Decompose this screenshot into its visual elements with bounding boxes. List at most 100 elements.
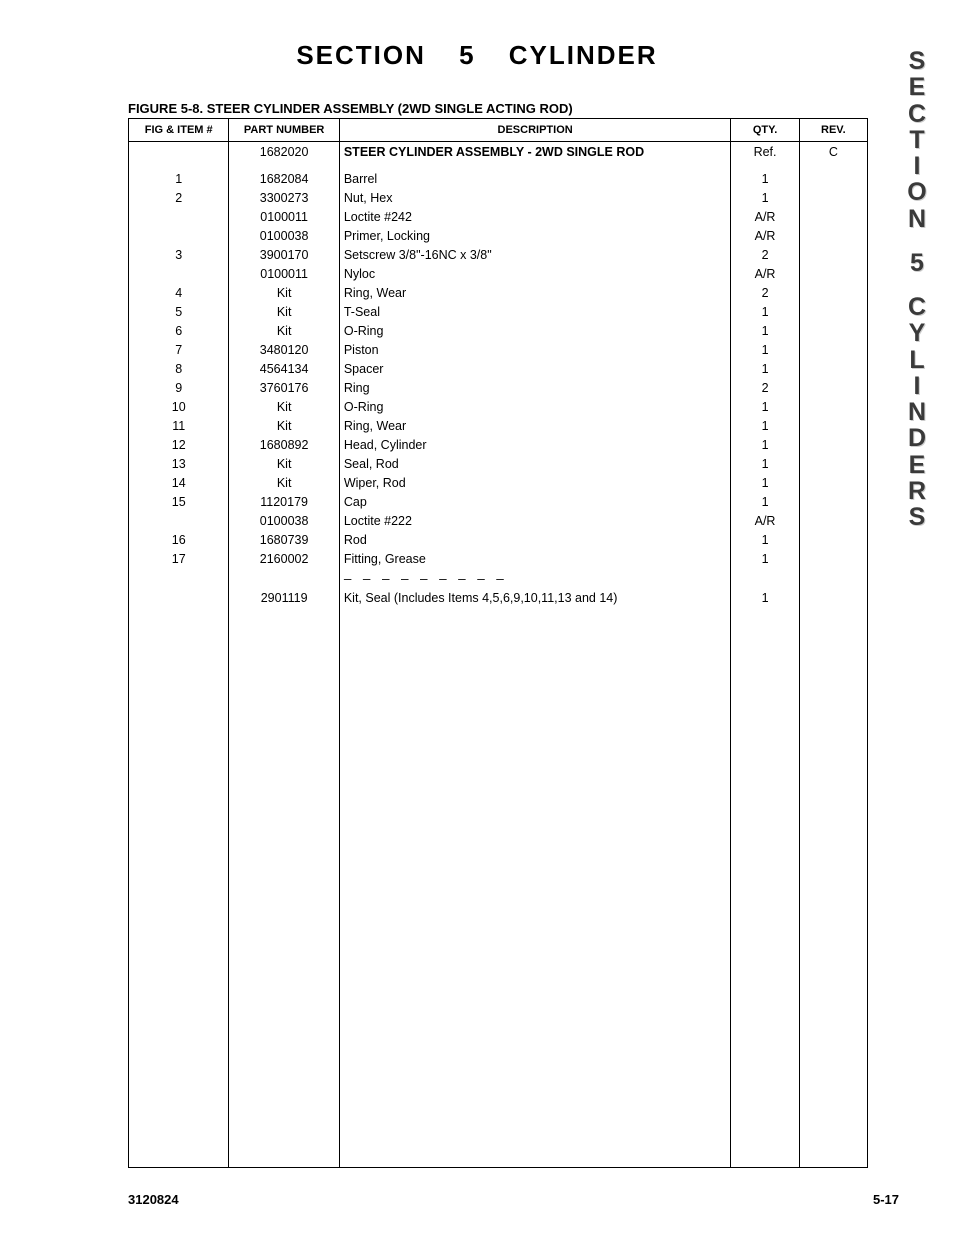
table-row (129, 161, 868, 169)
table-row: 1682020STEER CYLINDER ASSEMBLY - 2WD SIN… (129, 142, 868, 162)
cell-rev (799, 454, 867, 473)
cell-rev (799, 378, 867, 397)
cell-desc: Cap (339, 492, 731, 511)
cell-fig: 6 (129, 321, 229, 340)
cell-desc: Spacer (339, 359, 731, 378)
cell-desc: Fitting, Grease (339, 549, 731, 568)
cell-fig (129, 142, 229, 162)
cell-fig: 5 (129, 302, 229, 321)
cell-rev (799, 169, 867, 188)
cell-part: 3300273 (229, 188, 339, 207)
cell-desc: Head, Cylinder (339, 435, 731, 454)
cell-qty: 1 (731, 435, 799, 454)
page-footer: 3120824 5-17 (128, 1192, 899, 1207)
cell-fig: 17 (129, 549, 229, 568)
cell-qty: 1 (731, 530, 799, 549)
cell-fig: 13 (129, 454, 229, 473)
cell-desc: Wiper, Rod (339, 473, 731, 492)
cell-desc: Setscrew 3/8"-16NC x 3/8" (339, 245, 731, 264)
cell-desc: O-Ring (339, 397, 731, 416)
cell-fig (129, 226, 229, 245)
table-row: 11KitRing, Wear1 (129, 416, 868, 435)
table-row: 0100038Primer, LockingA/R (129, 226, 868, 245)
cell-qty: 1 (731, 454, 799, 473)
cell-fig (129, 568, 229, 588)
table-row: 10KitO-Ring1 (129, 397, 868, 416)
cell-fig (129, 207, 229, 226)
cell-rev (799, 302, 867, 321)
cell-qty: 2 (731, 283, 799, 302)
cell-qty: 1 (731, 549, 799, 568)
cell-part: 0100038 (229, 511, 339, 530)
table-row: 0100011Loctite #242A/R (129, 207, 868, 226)
cell-part: 1120179 (229, 492, 339, 511)
table-filler-row (129, 607, 868, 1167)
cell-fig: 8 (129, 359, 229, 378)
cell-rev (799, 321, 867, 340)
side-tab-number: 5 (894, 250, 940, 276)
cell-qty: 2 (731, 245, 799, 264)
col-header-desc: DESCRIPTION (339, 119, 731, 142)
cell-part: 1680892 (229, 435, 339, 454)
table-row: 11682084Barrel1 (129, 169, 868, 188)
cell-rev (799, 226, 867, 245)
cell-part: 0100038 (229, 226, 339, 245)
cell-part: 0100011 (229, 207, 339, 226)
cell-qty: 1 (731, 188, 799, 207)
cell-part: Kit (229, 416, 339, 435)
cell-qty: Ref. (731, 142, 799, 162)
side-tab-section: SECTION (894, 48, 940, 232)
cell-rev (799, 245, 867, 264)
figure-caption: FIGURE 5-8. STEER CYLINDER ASSEMBLY (2WD… (128, 101, 954, 116)
cell-fig: 9 (129, 378, 229, 397)
cell-qty: 1 (731, 359, 799, 378)
cell-part: 3900170 (229, 245, 339, 264)
table-row: 172160002Fitting, Grease1 (129, 549, 868, 568)
cell-desc (339, 161, 731, 169)
cell-rev (799, 568, 867, 588)
table-row: 0100038Loctite #222A/R (129, 511, 868, 530)
cell-fig: 4 (129, 283, 229, 302)
col-header-rev: REV. (799, 119, 867, 142)
cell-part: 3760176 (229, 378, 339, 397)
cell-rev (799, 416, 867, 435)
col-header-part: PART NUMBER (229, 119, 339, 142)
cell-part: 1682084 (229, 169, 339, 188)
cell-desc: Piston (339, 340, 731, 359)
cell-rev (799, 530, 867, 549)
cell-desc: STEER CYLINDER ASSEMBLY - 2WD SINGLE ROD (339, 142, 731, 162)
cell-desc: Nyloc (339, 264, 731, 283)
cell-fig: 15 (129, 492, 229, 511)
cell-rev (799, 161, 867, 169)
cell-rev (799, 435, 867, 454)
cell-rev (799, 188, 867, 207)
cell-rev (799, 473, 867, 492)
side-tab: SECTION 5 CYLINDERS (894, 48, 940, 530)
cell-desc: Seal, Rod (339, 454, 731, 473)
cell-desc: Primer, Locking (339, 226, 731, 245)
cell-desc: Nut, Hex (339, 188, 731, 207)
cell-qty: 1 (731, 397, 799, 416)
table-row: 151120179Cap1 (129, 492, 868, 511)
cell-qty: A/R (731, 226, 799, 245)
cell-part: Kit (229, 454, 339, 473)
cell-fig: 14 (129, 473, 229, 492)
cell-qty: 1 (731, 588, 799, 607)
side-tab-cylinders: CYLINDERS (894, 294, 940, 530)
cell-qty (731, 568, 799, 588)
table-row: 0100011NylocA/R (129, 264, 868, 283)
cell-qty: A/R (731, 207, 799, 226)
footer-right: 5-17 (873, 1192, 899, 1207)
cell-fig: 16 (129, 530, 229, 549)
cell-desc: Rod (339, 530, 731, 549)
cell-rev (799, 283, 867, 302)
cell-desc: Loctite #242 (339, 207, 731, 226)
table-row: 73480120Piston1 (129, 340, 868, 359)
cell-qty: 1 (731, 473, 799, 492)
cell-rev (799, 492, 867, 511)
cell-part: 3480120 (229, 340, 339, 359)
cell-part: Kit (229, 397, 339, 416)
cell-rev (799, 549, 867, 568)
col-header-fig: FIG & ITEM # (129, 119, 229, 142)
cell-part: 2160002 (229, 549, 339, 568)
